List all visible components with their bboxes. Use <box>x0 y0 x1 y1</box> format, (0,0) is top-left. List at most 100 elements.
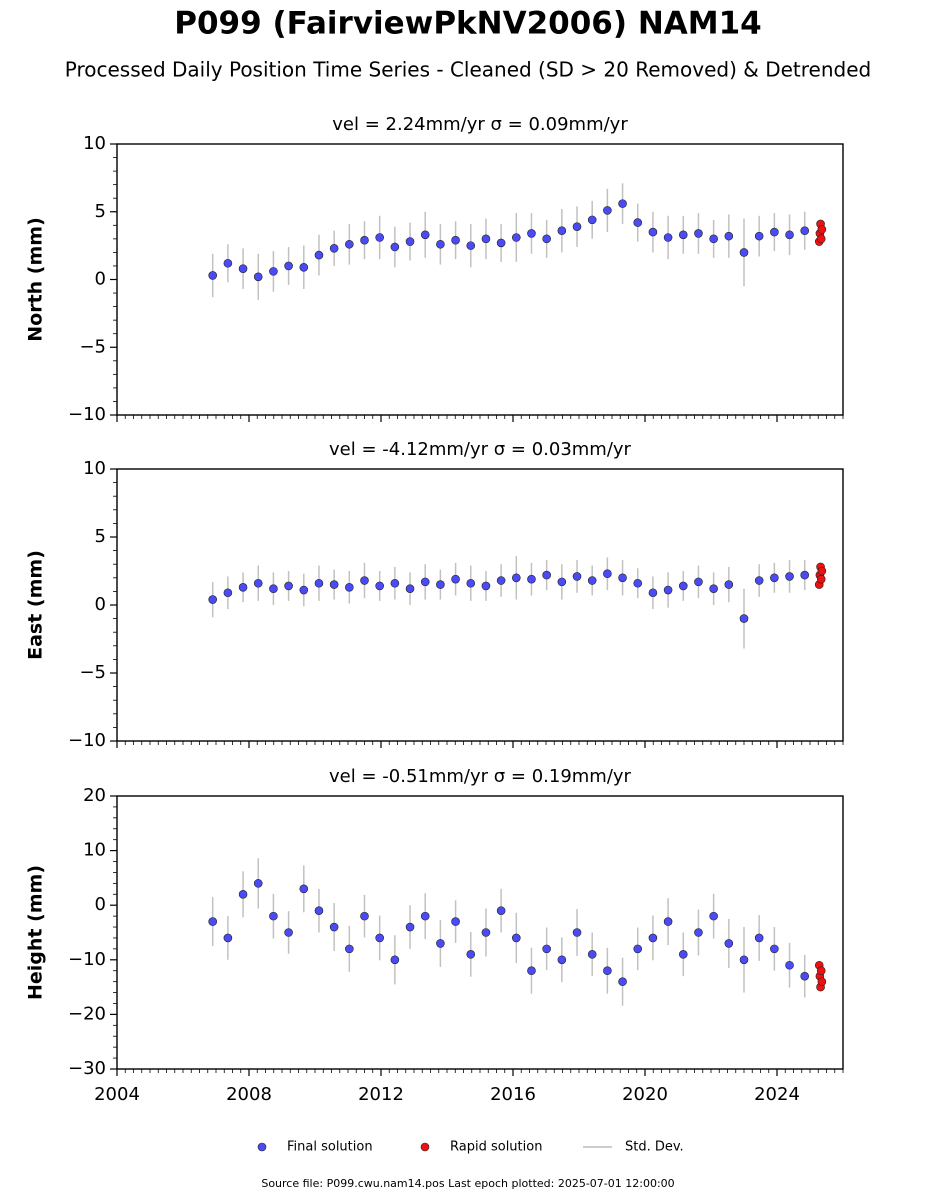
y-tick-label: 10 <box>83 840 106 861</box>
data-point <box>436 939 445 948</box>
y-tick-label: 0 <box>95 269 106 290</box>
data-point <box>466 241 476 250</box>
data-point <box>709 584 718 593</box>
data-point <box>603 966 612 976</box>
data-point <box>390 242 400 252</box>
data-point <box>770 227 779 237</box>
y-tick-label: 5 <box>95 526 106 547</box>
data-point <box>785 572 794 581</box>
data-point <box>572 928 582 937</box>
data-point <box>527 966 536 976</box>
data-point <box>739 248 749 257</box>
legend-marker <box>420 1142 430 1152</box>
data-point <box>557 577 567 587</box>
plot-frame <box>116 468 844 742</box>
data-point <box>481 581 491 591</box>
data-point <box>481 928 491 937</box>
data-point <box>496 238 506 248</box>
panel-title: vel = 2.24mm/yr σ = 0.09mm/yr <box>332 114 628 135</box>
data-point <box>618 977 627 986</box>
data-point <box>269 267 278 276</box>
data-point <box>572 572 582 581</box>
x-tick-label: 2020 <box>622 1084 668 1105</box>
data-point <box>360 235 369 245</box>
data-point <box>800 570 810 580</box>
y-tick-label: 10 <box>83 458 106 479</box>
data-point <box>542 570 551 580</box>
data-point <box>816 966 826 976</box>
data-point <box>436 239 445 249</box>
x-tick-label: 2004 <box>94 1084 140 1105</box>
data-point <box>603 206 612 215</box>
legend-label: Std. Dev. <box>625 1140 684 1155</box>
data-point <box>800 226 810 236</box>
data-point <box>496 906 506 915</box>
data-point <box>587 215 597 225</box>
data-point <box>360 911 369 921</box>
data-point <box>284 581 293 591</box>
data-point <box>709 234 718 244</box>
data-point <box>390 955 400 965</box>
data-point <box>724 939 734 948</box>
data-point <box>816 574 826 584</box>
data-point <box>405 237 415 246</box>
data-point <box>405 584 415 593</box>
data-point <box>678 950 688 959</box>
data-point <box>390 578 400 588</box>
data-point <box>739 614 749 623</box>
data-point <box>754 231 764 241</box>
data-point <box>314 250 324 260</box>
data-point <box>587 576 597 585</box>
data-point <box>724 580 734 589</box>
x-tick-label: 2012 <box>358 1084 404 1105</box>
data-point <box>314 578 324 588</box>
data-point <box>618 573 627 583</box>
data-point <box>466 578 476 588</box>
y-axis-label: East (mm) <box>25 550 47 660</box>
y-tick-label: −10 <box>68 949 106 970</box>
data-point <box>375 933 384 943</box>
data-point <box>557 955 567 965</box>
data-point <box>754 576 764 585</box>
data-point <box>253 272 263 282</box>
data-point <box>420 911 430 921</box>
x-tick-label: 2016 <box>490 1084 536 1105</box>
data-point <box>420 230 430 240</box>
data-point <box>678 230 688 240</box>
data-point <box>223 933 233 943</box>
data-point <box>739 955 749 965</box>
data-point <box>299 585 309 595</box>
data-point <box>299 263 309 272</box>
data-point <box>663 917 673 926</box>
data-point <box>770 573 779 583</box>
y-axis-label: Height (mm) <box>25 865 47 1000</box>
data-point <box>511 233 521 242</box>
figure-title: P099 (FairviewPkNV2006) NAM14 <box>174 6 762 42</box>
y-tick-label: −30 <box>68 1058 106 1079</box>
data-point <box>375 233 384 242</box>
figure-subtitle: Processed Daily Position Time Series - C… <box>65 58 871 82</box>
data-point <box>360 576 369 585</box>
data-point <box>436 580 445 589</box>
data-point <box>694 229 703 238</box>
data-point <box>527 229 536 238</box>
y-tick-label: −5 <box>79 662 106 683</box>
y-tick-label: 0 <box>95 594 106 615</box>
data-point <box>299 884 309 894</box>
data-point <box>451 917 460 926</box>
data-point <box>420 577 430 587</box>
y-tick-label: −20 <box>68 1003 106 1024</box>
data-point <box>405 922 415 932</box>
data-point <box>648 588 658 598</box>
data-point <box>451 235 460 245</box>
plot-frame <box>116 143 844 416</box>
panel-title: vel = -0.51mm/yr σ = 0.19mm/yr <box>329 766 632 787</box>
x-tick-label: 2024 <box>754 1084 800 1105</box>
data-point <box>223 588 233 598</box>
data-point <box>511 933 521 943</box>
footer: Source file: P099.cwu.nam14.pos Last epo… <box>261 1177 674 1190</box>
data-point <box>375 581 384 591</box>
data-point <box>496 576 506 585</box>
